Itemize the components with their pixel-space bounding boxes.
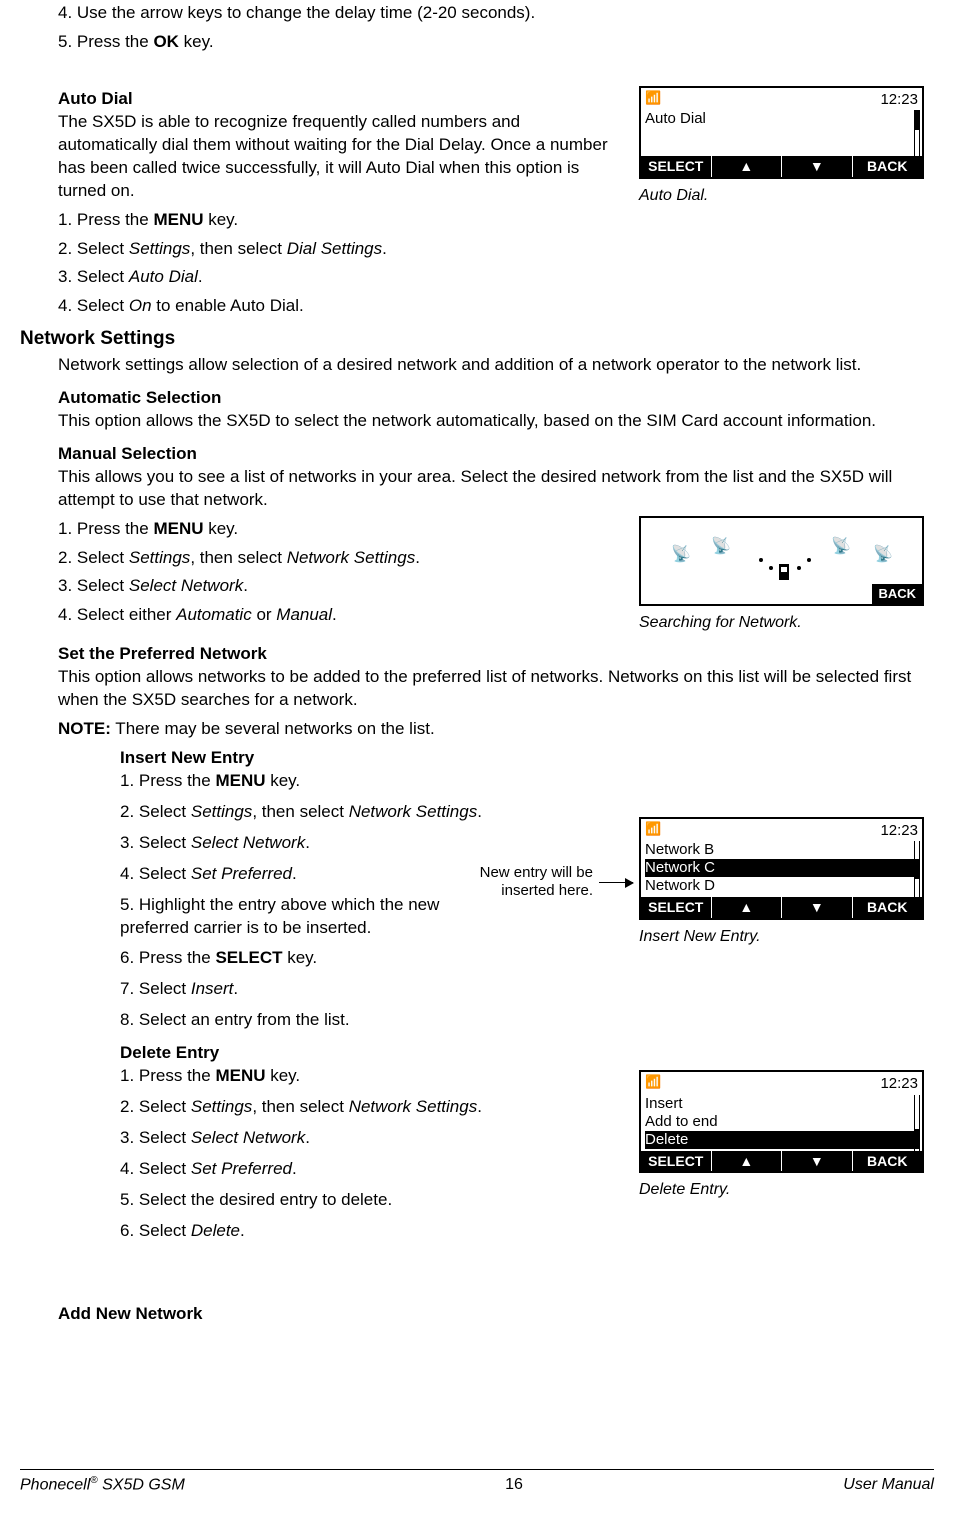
desc-auto-selection: This option allows the SX5D to select th…	[58, 410, 924, 433]
scroll-thumb	[914, 1129, 920, 1149]
softkey-select: SELECT	[641, 156, 712, 177]
heading-set-preferred: Set the Preferred Network	[58, 643, 924, 666]
step-item: 4. Select Set Preferred.	[120, 1158, 620, 1181]
step-item: 4. Select On to enable Auto Dial.	[58, 295, 924, 318]
up-icon	[712, 156, 783, 177]
step-item: 6. Select Delete.	[120, 1220, 620, 1243]
step-item: 2. Select Settings, then select Dial Set…	[58, 238, 924, 261]
softkey-back: BACK	[853, 1151, 923, 1172]
lcd-delete-entry: 12:23 Insert Add to end Delete SELECT BA…	[639, 1070, 924, 1173]
lcd-softkeys: SELECT BACK	[641, 1151, 922, 1172]
caption-insert-entry: Insert New Entry.	[639, 926, 924, 948]
step-item: 4. Use the arrow keys to change the dela…	[58, 2, 924, 25]
down-icon	[782, 897, 853, 918]
lcd-softkeys: SELECT BACK	[641, 897, 922, 918]
lcd-row-selected: Network C	[645, 859, 918, 877]
heading-add-network: Add New Network	[58, 1303, 924, 1326]
step-item: 3. Select Auto Dial.	[58, 266, 924, 289]
lcd-row-selected: Delete	[645, 1131, 918, 1149]
scroll-thumb	[914, 110, 920, 130]
step-item: 5. Press the OK key.	[58, 31, 924, 54]
heading-manual-selection: Manual Selection	[58, 443, 924, 466]
caption-delete-entry: Delete Entry.	[639, 1179, 924, 1201]
step-item: 1. Press the MENU key.	[58, 209, 924, 232]
heading-network-settings: Network Settings	[20, 326, 924, 352]
softkey-back: BACK	[853, 156, 923, 177]
footer-right: User Manual	[843, 1474, 934, 1496]
step-item: 3. Select Select Network.	[120, 1127, 620, 1150]
lcd-insert-entry: 12:23 Network B Network C Network D SELE…	[639, 817, 924, 920]
figure-delete-entry: 12:23 Insert Add to end Delete SELECT BA…	[639, 1070, 924, 1201]
step4-text: 4. Use the arrow keys to change the dela…	[58, 3, 535, 22]
signal-icon	[645, 1074, 661, 1088]
figure-insert-entry: New entry will be inserted here. 12:23 N…	[480, 817, 924, 948]
signal-icon	[645, 821, 661, 835]
lcd-softkeys: SELECT BACK	[641, 156, 922, 177]
step-item: 8. Select an entry from the list.	[120, 1009, 600, 1032]
step-item: 2. Select Settings, then select Network …	[120, 1096, 620, 1119]
annotation-line2: inserted here.	[480, 882, 593, 900]
heading-insert-entry: Insert New Entry	[120, 747, 600, 770]
down-icon	[782, 156, 853, 177]
step-item: 5. Select the desired entry to delete.	[120, 1189, 620, 1212]
step-item: 1. Press the MENU key.	[120, 770, 600, 793]
step-item: 5. Highlight the entry above which the n…	[120, 894, 490, 940]
caption-searching: Searching for Network.	[639, 612, 924, 634]
lcd-time: 12:23	[880, 821, 918, 841]
caption-auto-dial: Auto Dial.	[639, 185, 924, 207]
footer-divider	[20, 1469, 934, 1470]
lcd-row: Add to end	[645, 1113, 918, 1131]
phone-icon	[779, 564, 789, 580]
lcd-title: Auto Dial	[645, 110, 918, 128]
softkey-select: SELECT	[641, 1151, 712, 1172]
step-item: 7. Select Insert.	[120, 978, 600, 1001]
lcd-time: 12:23	[880, 90, 918, 110]
softkey-select: SELECT	[641, 897, 712, 918]
note-set-preferred: NOTE: There may be several networks on t…	[58, 718, 924, 741]
figure-searching: BACK Searching for Network.	[639, 516, 924, 634]
down-icon	[782, 1151, 853, 1172]
signal-icon	[645, 90, 661, 104]
lcd-row: Insert	[645, 1095, 918, 1113]
footer-page-number: 16	[505, 1474, 523, 1496]
up-icon	[712, 897, 783, 918]
softkey-back: BACK	[853, 897, 923, 918]
up-icon	[712, 1151, 783, 1172]
desc-manual-selection: This allows you to see a list of network…	[58, 466, 924, 512]
heading-auto-selection: Automatic Selection	[58, 387, 924, 410]
page-footer: Phonecell® SX5D GSM 16 User Manual	[20, 1474, 934, 1496]
lcd-row: Network D	[645, 877, 918, 895]
footer-left: Phonecell® SX5D GSM	[20, 1474, 185, 1496]
heading-delete-entry: Delete Entry	[120, 1042, 620, 1065]
lcd-searching: BACK	[639, 516, 924, 606]
lcd-row: Network B	[645, 841, 918, 859]
lcd-auto-dial: 12:23 Auto Dial SELECT BACK	[639, 86, 924, 179]
desc-set-preferred: This option allows networks to be added …	[58, 666, 924, 712]
step-item: 6. Press the SELECT key.	[120, 947, 600, 970]
desc-network-settings: Network settings allow selection of a de…	[58, 354, 924, 377]
annotation-line1: New entry will be	[480, 864, 593, 882]
arrow-icon	[599, 882, 633, 883]
step-item: 1. Press the MENU key.	[120, 1065, 620, 1088]
scroll-thumb	[914, 859, 920, 879]
lcd-time: 12:23	[880, 1074, 918, 1094]
figure-auto-dial: 12:23 Auto Dial SELECT BACK Auto Dial.	[639, 86, 924, 207]
softkey-back: BACK	[872, 584, 922, 604]
